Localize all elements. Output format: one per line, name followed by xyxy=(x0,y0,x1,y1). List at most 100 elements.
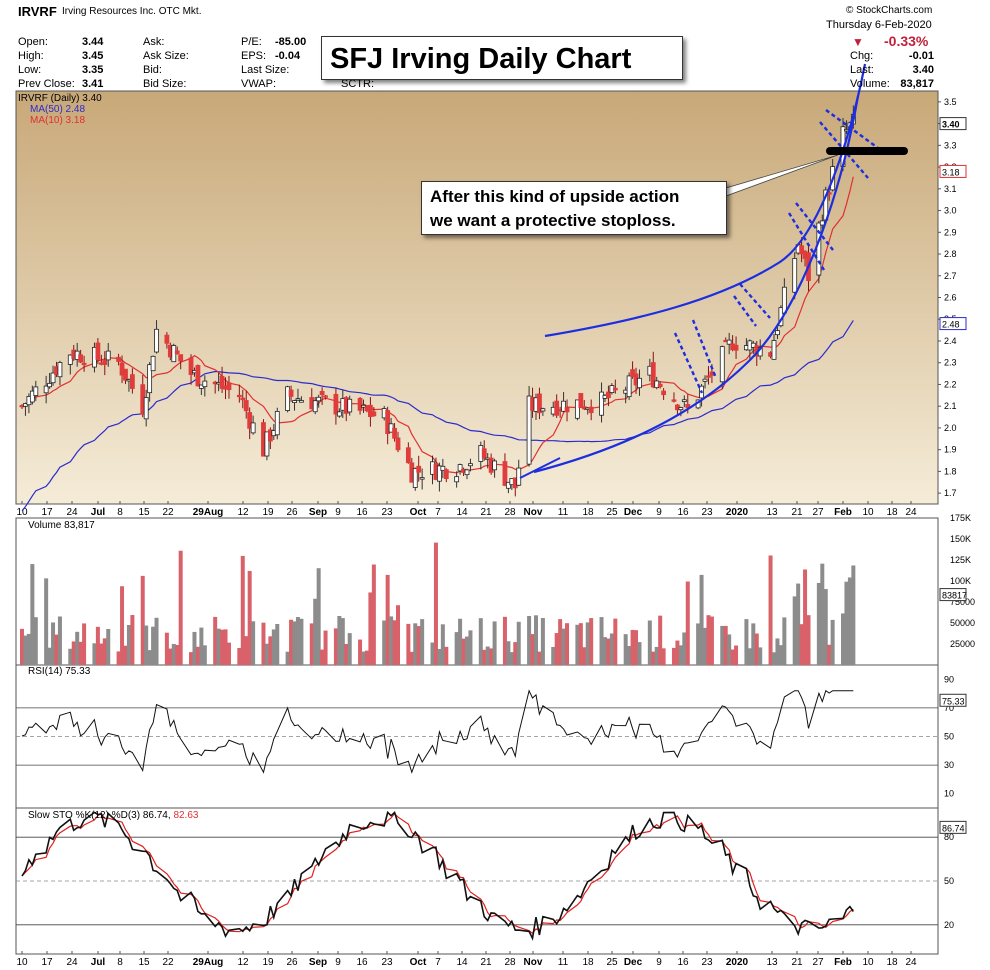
main-legend: IRVRF (Daily) 3.40 xyxy=(18,93,102,104)
top-axis-date-label: 7 xyxy=(435,507,441,518)
volume-bar xyxy=(537,651,542,665)
volume-bar xyxy=(92,643,97,665)
sto-d-line xyxy=(21,812,854,935)
volume-bar xyxy=(685,581,690,665)
candle xyxy=(606,391,611,399)
bottom-axis-date-label: 10 xyxy=(862,957,874,968)
volume-badge: 83817 xyxy=(942,591,967,601)
bottom-axis-date-label: 26 xyxy=(286,957,298,968)
volume-bar xyxy=(175,644,180,665)
volume-bar xyxy=(792,596,797,665)
flag-dashed-line xyxy=(673,332,704,394)
top-axis-date-label: 9 xyxy=(335,507,341,518)
volume-bar xyxy=(323,630,328,665)
company-name: Irving Resources Inc. OTC Mkt. xyxy=(62,6,202,17)
volume-bar xyxy=(358,639,363,665)
candle xyxy=(540,408,546,412)
candle xyxy=(240,397,246,401)
candle xyxy=(333,393,339,415)
stat-label: Last: xyxy=(850,64,874,76)
volume-bar xyxy=(292,621,297,665)
candle xyxy=(202,380,208,388)
volume-bar xyxy=(575,624,580,665)
bottom-axis-date-label: 11 xyxy=(558,957,569,968)
volume-bar xyxy=(513,642,518,665)
candle xyxy=(299,400,304,403)
bottom-axis-date-label: 9 xyxy=(335,957,341,968)
volume-bar xyxy=(709,616,714,665)
volume-bar xyxy=(699,574,704,665)
volume-bar xyxy=(502,616,507,665)
volume-bar xyxy=(430,642,435,665)
price-tick-label: 2.9 xyxy=(944,227,957,237)
stat-label: SCTR: xyxy=(341,78,374,90)
candle xyxy=(516,467,522,486)
volume-bar xyxy=(57,616,62,665)
candle xyxy=(292,400,297,403)
candle xyxy=(78,354,84,363)
candle xyxy=(588,406,594,414)
bottom-axis-date-label: Dec xyxy=(624,957,643,968)
bottom-axis-date-label: 2020 xyxy=(726,957,749,968)
volume-bar xyxy=(678,645,683,665)
stat-label: Open: xyxy=(18,36,48,48)
ma50-legend: MA(50) 2.48 xyxy=(30,104,86,115)
volume-bar xyxy=(247,570,252,665)
volume-bar xyxy=(806,615,811,665)
top-axis-date-label: 10 xyxy=(862,507,874,518)
volume-bar xyxy=(130,615,135,665)
bottom-axis-date-label: 8 xyxy=(117,957,123,968)
rsi-line xyxy=(21,689,854,774)
candle xyxy=(706,375,711,378)
top-axis-date-label: Jul xyxy=(91,507,106,518)
volume-bar xyxy=(530,634,535,665)
down-arrow-icon: ▼ xyxy=(852,35,864,49)
volume-bar xyxy=(392,620,397,665)
bottom-axis-date-label: 25 xyxy=(606,957,618,968)
volume-bar xyxy=(289,619,294,665)
candle xyxy=(781,286,787,314)
top-axis-date-label: 26 xyxy=(286,507,298,518)
bottom-axis-date-label: 18 xyxy=(582,957,594,968)
volume-bar xyxy=(23,635,28,665)
volume-bar xyxy=(216,628,221,665)
volume-bar xyxy=(799,624,804,665)
candle xyxy=(243,400,249,412)
volume-bar xyxy=(389,616,394,665)
stat-label: Prev Close: xyxy=(18,78,75,90)
volume-bar xyxy=(416,626,421,665)
rsi-tick-label: 30 xyxy=(944,760,954,770)
bottom-axis-date-label: 16 xyxy=(356,957,368,968)
volume-bar xyxy=(730,649,735,665)
candle xyxy=(150,355,156,372)
volume-bar xyxy=(768,555,773,665)
ma10-line xyxy=(21,176,854,474)
volume-bar xyxy=(268,636,273,665)
volume-bar xyxy=(585,622,590,665)
price-tick-label: 3.1 xyxy=(944,184,957,194)
volume-bar xyxy=(651,651,656,665)
price-tick-label: 2.3 xyxy=(944,358,957,368)
candle xyxy=(164,334,170,344)
price-tick-label: 2.8 xyxy=(944,249,957,259)
candle xyxy=(537,393,542,414)
volume-bar xyxy=(454,632,459,665)
candle xyxy=(57,362,63,378)
candle xyxy=(274,411,280,436)
volume-bar xyxy=(171,643,176,665)
candle xyxy=(678,407,684,411)
volume-bar xyxy=(851,565,856,665)
candle xyxy=(147,364,153,394)
volume-bar xyxy=(99,643,104,665)
candle xyxy=(733,344,739,351)
sto-panel xyxy=(15,807,939,955)
volume-bar xyxy=(413,623,418,665)
price-tick-label: 2.7 xyxy=(944,271,957,281)
stat-value: 3.40 xyxy=(912,64,934,76)
volume-bar xyxy=(637,642,642,665)
change-percent: -0.33% xyxy=(884,33,929,49)
volume-tick-label: 125K xyxy=(950,555,971,565)
volume-bar xyxy=(830,619,835,665)
candle xyxy=(361,404,366,408)
